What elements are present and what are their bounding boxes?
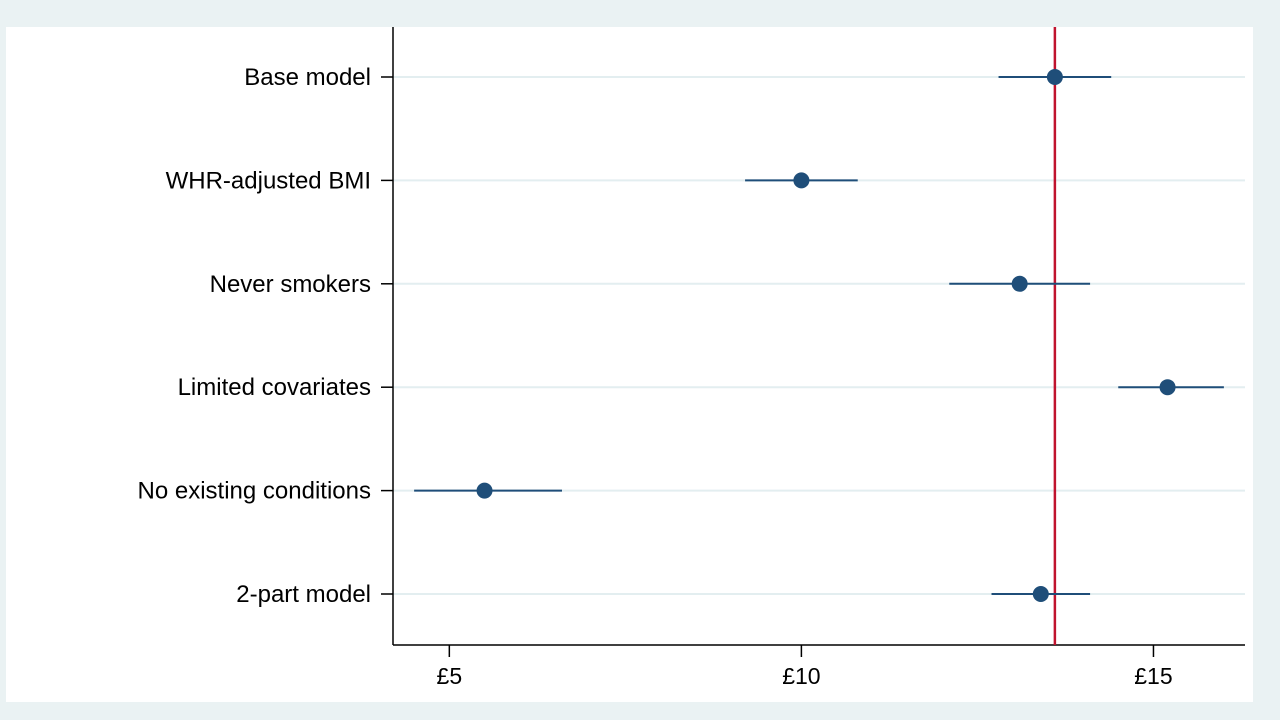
y-tick-label: No existing conditions	[138, 478, 371, 505]
point-estimate	[1011, 275, 1028, 292]
point-estimate	[476, 482, 493, 499]
estimates-layer	[414, 69, 1224, 602]
point-estimate	[1159, 379, 1176, 396]
y-tick-label: WHR-adjusted BMI	[166, 167, 371, 194]
x-axis-labels: £5 £10 £15	[437, 645, 1173, 689]
y-tick-label: Never smokers	[210, 271, 371, 298]
x-tick-label: £15	[1134, 663, 1172, 689]
y-tick-label: Base model	[244, 64, 371, 91]
x-tick-label: £10	[782, 663, 820, 689]
x-tick-label: £5	[437, 663, 463, 689]
y-tick-label: 2-part model	[236, 581, 371, 608]
point-estimate	[793, 172, 810, 189]
plot-area-background	[6, 27, 1253, 702]
point-estimate	[1032, 586, 1049, 602]
y-tick-label: Limited covariates	[178, 374, 371, 401]
point-estimate	[1046, 69, 1063, 85]
y-axis-labels: Base model WHR-adjusted BMI Never smokers L…	[138, 64, 393, 608]
